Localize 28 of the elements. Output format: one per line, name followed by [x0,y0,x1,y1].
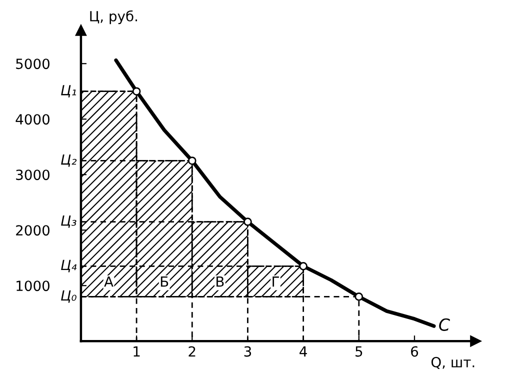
y-axis-title: Ц, руб. [90,10,137,24]
point [188,156,196,165]
annotation: В [216,276,224,287]
annotation: Г [272,276,279,287]
y-tick-label: 5000 [16,58,50,70]
annotation: Б [160,276,168,287]
y-tick-label: 4000 [16,114,50,125]
y-tick-label: 1000 [16,280,50,292]
x-tick-label: 1 [134,346,140,357]
y-tick-label: 3000 [16,170,50,180]
point [132,87,141,96]
x-axis-title: Q, шт. [431,356,474,369]
annotation: Ц₀ [61,290,76,303]
annotation: Ц₃ [61,215,76,228]
series-label: С [439,318,450,331]
x-tick-label: 2 [188,346,196,357]
point [244,218,252,226]
point [354,292,364,301]
x-tick-label: 4 [300,346,307,357]
annotation: Ц₄ [61,260,77,272]
x-tick-label: 3 [244,346,252,357]
y-tick-label: 2000 [16,225,50,236]
annotation: Ц₂ [61,154,77,167]
annotation: Ц₁ [61,85,76,98]
x-tick-label: 5 [356,346,362,357]
x-tick-label: 6 [411,346,418,357]
point [299,262,308,270]
annotation: А [104,276,114,287]
